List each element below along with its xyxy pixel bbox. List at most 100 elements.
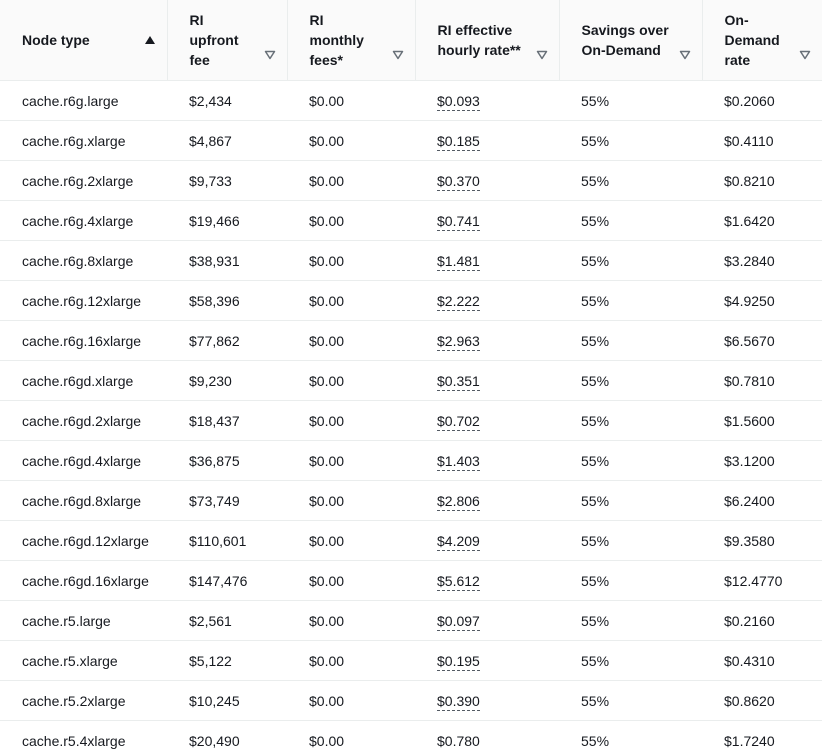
effective-rate-tooltip-trigger[interactable]: $0.741 (437, 212, 480, 231)
on-demand-rate-cell: $3.1200 (702, 440, 822, 481)
effective-rate-tooltip-trigger[interactable]: $1.481 (437, 252, 480, 271)
ri-effective-hourly-rate-cell: $0.097 (415, 600, 559, 641)
column-header-on-demand-rate[interactable]: On- Demand rate (701, 0, 822, 81)
effective-rate-tooltip-trigger[interactable]: $0.097 (437, 612, 480, 631)
node-type-cell: cache.r6g.4xlarge (0, 200, 167, 241)
column-header-ri-monthly-fees[interactable]: RI monthly fees* (286, 0, 415, 81)
savings-cell: 55% (559, 280, 702, 321)
effective-rate-tooltip-trigger[interactable]: $0.390 (437, 692, 480, 711)
ri-upfront-fee-cell: $4,867 (167, 120, 287, 161)
ri-monthly-fees-cell: $0.00 (287, 120, 415, 161)
caret-up-filled-icon[interactable] (143, 33, 157, 47)
table-row: cache.r6g.4xlarge $19,466 $0.00 $0.741 55% $1… (0, 200, 822, 241)
node-type-cell: cache.r5.4xlarge (0, 720, 167, 750)
effective-rate-tooltip-trigger[interactable]: $2.963 (437, 332, 480, 351)
ri-monthly-fees-cell: $0.00 (287, 640, 415, 681)
effective-rate-tooltip-trigger[interactable]: $0.185 (437, 132, 480, 151)
column-header-ri-upfront-fee[interactable]: RI upfront fee (166, 0, 287, 81)
effective-rate-tooltip-trigger[interactable]: $0.093 (437, 92, 480, 111)
effective-rate-tooltip-trigger[interactable]: $0.351 (437, 372, 480, 391)
node-type-cell: cache.r6g.16xlarge (0, 320, 167, 361)
ri-effective-hourly-rate-cell: $2.963 (415, 320, 559, 361)
node-type-cell: cache.r5.2xlarge (0, 680, 167, 721)
savings-cell: 55% (559, 360, 702, 401)
node-type-cell: cache.r6gd.8xlarge (0, 480, 167, 521)
ri-effective-hourly-rate-cell: $2.806 (415, 480, 559, 521)
effective-rate-tooltip-trigger[interactable]: $0.780 (437, 732, 480, 750)
ri-effective-hourly-rate-cell: $0.185 (415, 120, 559, 161)
savings-cell: 55% (559, 240, 702, 281)
node-type-cell: cache.r5.large (0, 600, 167, 641)
on-demand-rate-cell: $9.3580 (702, 520, 822, 561)
ri-effective-hourly-rate-cell: $0.702 (415, 400, 559, 441)
node-type-cell: cache.r6g.large (0, 80, 167, 121)
ri-monthly-fees-cell: $0.00 (287, 320, 415, 361)
ri-monthly-fees-cell: $0.00 (287, 480, 415, 521)
node-type-cell: cache.r6gd.2xlarge (0, 400, 167, 441)
column-header-label: On- Demand rate (724, 12, 780, 68)
ri-monthly-fees-cell: $0.00 (287, 720, 415, 750)
savings-cell: 55% (559, 400, 702, 441)
caret-down-outline-icon[interactable] (678, 46, 692, 60)
ri-monthly-fees-cell: $0.00 (287, 560, 415, 601)
ri-monthly-fees-cell: $0.00 (287, 280, 415, 321)
ri-upfront-fee-cell: $77,862 (167, 320, 287, 361)
ri-effective-hourly-rate-cell: $0.195 (415, 640, 559, 681)
savings-cell: 55% (559, 480, 702, 521)
effective-rate-tooltip-trigger[interactable]: $4.209 (437, 532, 480, 551)
table-row: cache.r6gd.16xlarge $147,476 $0.00 $5.612 55… (0, 560, 822, 601)
column-header-label: Node type (22, 32, 90, 48)
on-demand-rate-cell: $3.2840 (702, 240, 822, 281)
effective-rate-tooltip-trigger[interactable]: $5.612 (437, 572, 480, 591)
ri-upfront-fee-cell: $110,601 (167, 520, 287, 561)
caret-down-outline-icon[interactable] (798, 46, 812, 60)
ri-monthly-fees-cell: $0.00 (287, 200, 415, 241)
savings-cell: 55% (559, 80, 702, 121)
column-header-label: RI upfront fee (189, 12, 239, 68)
ri-monthly-fees-cell: $0.00 (287, 440, 415, 481)
ri-effective-hourly-rate-cell: $0.390 (415, 680, 559, 721)
effective-rate-tooltip-trigger[interactable]: $1.403 (437, 452, 480, 471)
ri-upfront-fee-cell: $20,490 (167, 720, 287, 750)
effective-rate-tooltip-trigger[interactable]: $2.806 (437, 492, 480, 511)
on-demand-rate-cell: $0.8210 (702, 160, 822, 201)
node-type-cell: cache.r5.xlarge (0, 640, 167, 681)
ri-effective-hourly-rate-cell: $0.741 (415, 200, 559, 241)
ri-effective-hourly-rate-cell: $5.612 (415, 560, 559, 601)
ri-effective-hourly-rate-cell: $0.370 (415, 160, 559, 201)
table-row: cache.r6gd.12xlarge $110,601 $0.00 $4.209 55… (0, 520, 822, 561)
column-header-ri-effective-hourly-rate[interactable]: RI effective hourly rate** (414, 0, 559, 81)
on-demand-rate-cell: $6.5670 (702, 320, 822, 361)
savings-cell: 55% (559, 600, 702, 641)
ri-effective-hourly-rate-cell: $0.780 (415, 720, 559, 750)
ri-monthly-fees-cell: $0.00 (287, 680, 415, 721)
on-demand-rate-cell: $0.4110 (702, 120, 822, 161)
ri-monthly-fees-cell: $0.00 (287, 360, 415, 401)
ri-monthly-fees-cell: $0.00 (287, 400, 415, 441)
column-header-node-type[interactable]: Node type (0, 0, 167, 81)
table-row: cache.r6g.8xlarge $38,931 $0.00 $1.481 55% $3… (0, 240, 822, 281)
ri-effective-hourly-rate-cell: $1.481 (415, 240, 559, 281)
column-header-savings-over-on-demand[interactable]: Savings over On-Demand (558, 0, 702, 81)
savings-cell: 55% (559, 560, 702, 601)
ri-upfront-fee-cell: $147,476 (167, 560, 287, 601)
effective-rate-tooltip-trigger[interactable]: $0.702 (437, 412, 480, 431)
caret-down-outline-icon[interactable] (391, 46, 405, 60)
caret-down-outline-icon[interactable] (535, 46, 549, 60)
effective-rate-tooltip-trigger[interactable]: $0.195 (437, 652, 480, 671)
savings-cell: 55% (559, 720, 702, 750)
savings-cell: 55% (559, 640, 702, 681)
effective-rate-tooltip-trigger[interactable]: $0.370 (437, 172, 480, 191)
savings-cell: 55% (559, 200, 702, 241)
caret-down-outline-icon[interactable] (263, 46, 277, 60)
node-type-cell: cache.r6g.2xlarge (0, 160, 167, 201)
savings-cell: 55% (559, 680, 702, 721)
table-row: cache.r5.4xlarge $20,490 $0.00 $0.780 55% $1.… (0, 720, 822, 750)
ri-effective-hourly-rate-cell: $0.351 (415, 360, 559, 401)
on-demand-rate-cell: $6.2400 (702, 480, 822, 521)
ri-upfront-fee-cell: $10,245 (167, 680, 287, 721)
effective-rate-tooltip-trigger[interactable]: $2.222 (437, 292, 480, 311)
ri-upfront-fee-cell: $18,437 (167, 400, 287, 441)
